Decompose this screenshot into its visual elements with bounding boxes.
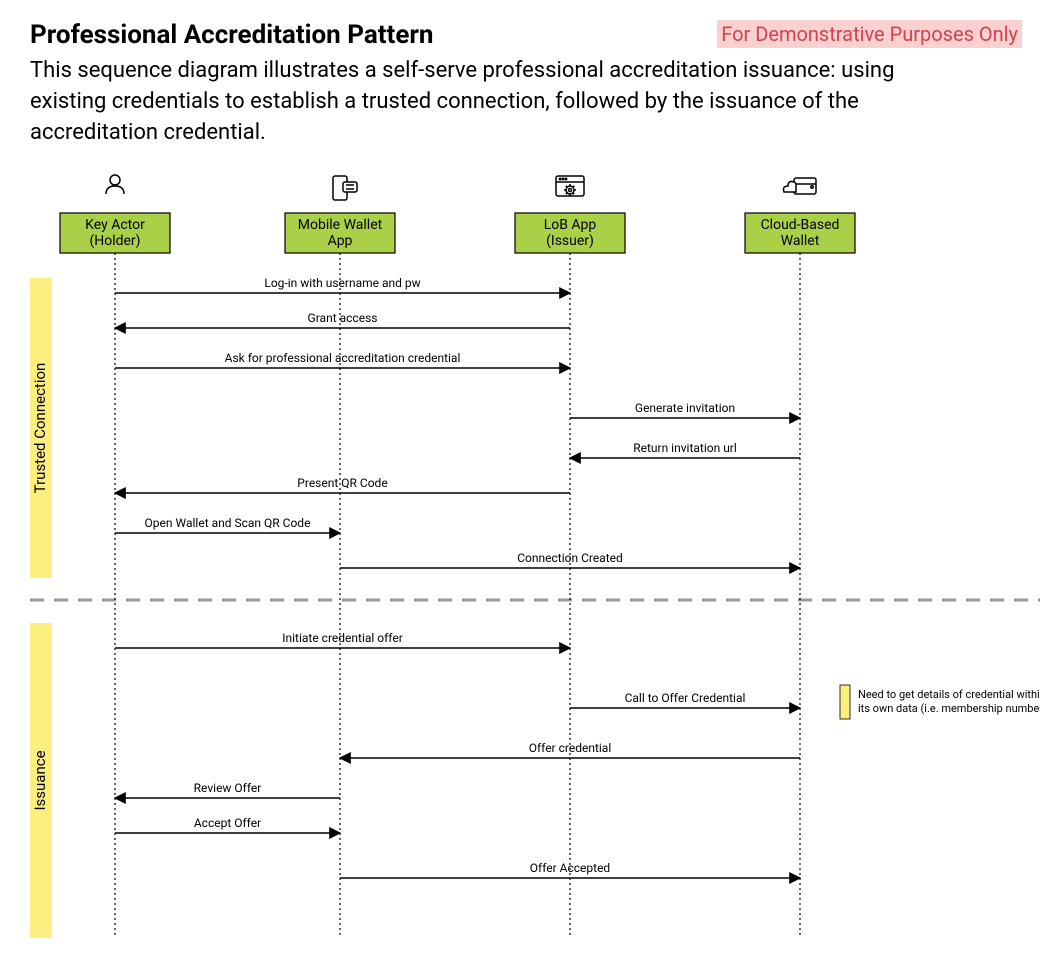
- message-label: Grant access: [308, 311, 378, 325]
- note-bar: [840, 685, 850, 719]
- message-label: Generate invitation: [635, 401, 735, 415]
- page-title: Professional Accreditation Pattern: [30, 20, 433, 50]
- cog-window-icon: [556, 176, 584, 196]
- message-label: Ask for professional accreditation crede…: [225, 351, 461, 365]
- message-label: Open Wallet and Scan QR Code: [145, 516, 311, 530]
- message-label: Call to Offer Credential: [625, 691, 746, 705]
- actor-label: Wallet: [781, 233, 820, 249]
- message-label: Log-in with username and pw: [264, 276, 420, 290]
- actor-label: (Issuer): [546, 233, 594, 249]
- message-label: Offer Accepted: [530, 861, 610, 875]
- demo-badge: For Demonstrative Purposes Only: [717, 20, 1022, 48]
- mobile-icon: [333, 176, 357, 200]
- actor-label: Cloud-Based: [761, 217, 840, 233]
- message-label: Review Offer: [194, 781, 262, 795]
- message-label: Present QR Code: [297, 476, 387, 490]
- cloud-wallet-icon: [784, 178, 817, 194]
- phase-label: Trusted Connection: [31, 363, 49, 494]
- message-label: Initiate credential offer: [282, 631, 403, 645]
- phase-label: Issuance: [31, 751, 49, 811]
- actor-label: Mobile Wallet: [298, 217, 383, 233]
- sequence-diagram: Trusted Connection Issuance Key Actor(Hold…: [30, 168, 1022, 948]
- page-description: This sequence diagram illustrates a self…: [30, 56, 930, 148]
- person-icon: [106, 175, 124, 194]
- note-text: its own data (i.e. membership number): [858, 702, 1040, 715]
- message-label: Offer credential: [529, 741, 612, 755]
- message-label: Connection Created: [517, 551, 623, 565]
- note-text: Need to get details of credential within: [858, 688, 1040, 701]
- actor-label: LoB App: [544, 217, 597, 233]
- message-label: Accept Offer: [194, 816, 261, 830]
- actor-label: Key Actor: [85, 217, 145, 233]
- actor-label: App: [328, 233, 353, 249]
- actor-label: (Holder): [89, 233, 140, 249]
- message-label: Return invitation url: [633, 441, 737, 455]
